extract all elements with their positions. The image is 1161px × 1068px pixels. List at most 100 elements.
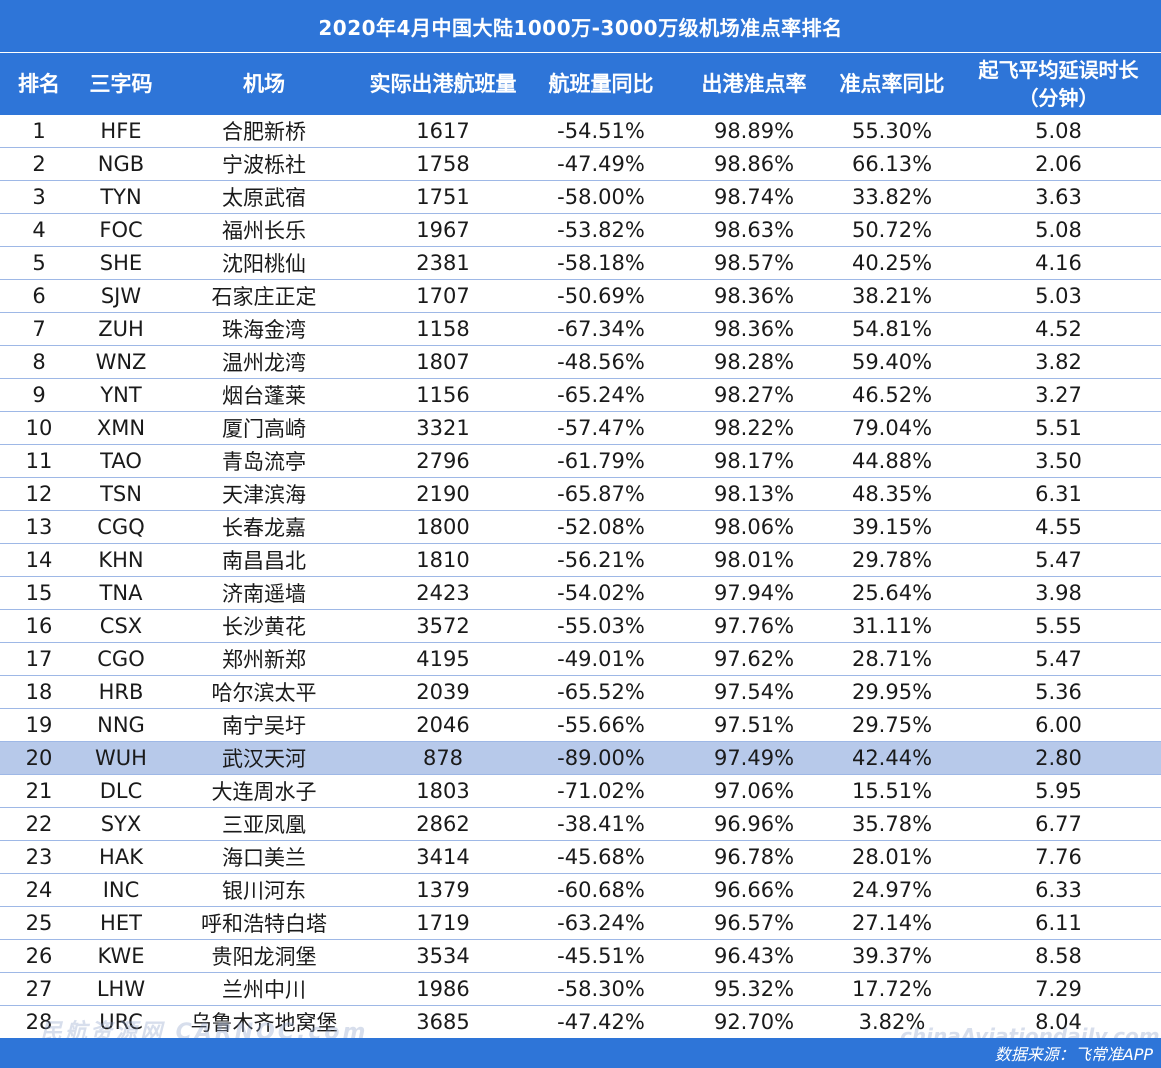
cell-ontime-yoy: 28.01% [851,845,933,869]
cell-ontime-rate: 96.43% [713,944,795,968]
cell-departures: 1719 [416,911,470,935]
header-rank: 排名 [18,72,60,96]
cell-avg-delay: 5.08 [1035,218,1082,242]
cell-avg-delay: 6.00 [1035,713,1082,737]
cell-ontime-rate: 97.94% [713,581,795,605]
cell-avg-delay: 4.52 [1035,317,1082,341]
cell-ontime-rate: 98.17% [713,449,795,473]
cell-rank: 27 [25,977,53,1001]
cell-ontime-yoy: 38.21% [851,284,933,308]
cell-airport: 银川河东 [222,879,306,903]
cell-flights-yoy: -58.30% [557,977,645,1001]
cell-rank: 9 [32,383,46,407]
cell-airport: 烟台蓬莱 [222,384,306,408]
cell-ontime-yoy: 50.72% [851,218,933,242]
cell-flights-yoy: -89.00% [557,746,645,770]
header-ontime-rate: 出港准点率 [701,72,807,96]
cell-airport: 三亚凤凰 [222,813,306,837]
cell-departures: 1617 [416,119,470,143]
cell-flights-yoy: -65.87% [557,482,645,506]
cell-code: LHW [96,977,146,1001]
cell-ontime-rate: 98.57% [713,251,795,275]
header-departures: 实际出港航班量 [369,72,517,96]
cell-avg-delay: 5.36 [1035,680,1082,704]
cell-ontime-yoy: 17.72% [851,977,933,1001]
cell-avg-delay: 5.03 [1035,284,1082,308]
cell-code: NNG [97,713,145,737]
cell-code: KWE [97,944,145,968]
cell-code: SJW [100,284,142,308]
cell-airport: 贵阳龙洞堡 [211,945,317,969]
cell-rank: 22 [25,812,53,836]
cell-avg-delay: 2.06 [1035,152,1082,176]
cell-departures: 1986 [416,977,470,1001]
cell-airport: 武汉天河 [222,747,306,771]
cell-ontime-rate: 98.86% [713,152,795,176]
cell-flights-yoy: -50.69% [557,284,645,308]
cell-avg-delay: 4.16 [1035,251,1082,275]
cell-rank: 3 [32,185,46,209]
header-ontime-yoy: 准点率同比 [839,72,945,96]
cell-departures: 2046 [416,713,470,737]
cell-avg-delay: 8.58 [1035,944,1082,968]
cell-airport: 温州龙湾 [222,351,306,375]
cell-ontime-yoy: 25.64% [851,581,933,605]
cell-rank: 4 [32,218,46,242]
table-row: 25 HET 呼和浩特白塔 1719 -63.24% 96.57% 27.14% 6.11 [0,907,1161,940]
cell-code: FOC [99,218,143,242]
table-title: 2020年4月中国大陆1000万-3000万级机场准点率排名 [0,0,1161,53]
cell-avg-delay: 5.47 [1035,647,1082,671]
cell-rank: 11 [25,449,53,473]
cell-flights-yoy: -47.49% [557,152,645,176]
cell-rank: 28 [25,1010,53,1034]
cell-ontime-rate: 98.89% [713,119,795,143]
cell-rank: 14 [25,548,53,572]
cell-avg-delay: 4.55 [1035,515,1082,539]
cell-flights-yoy: -58.00% [557,185,645,209]
cell-flights-yoy: -55.66% [557,713,645,737]
cell-flights-yoy: -65.24% [557,383,645,407]
cell-ontime-rate: 95.32% [713,977,795,1001]
cell-flights-yoy: -54.51% [557,119,645,143]
cell-ontime-rate: 92.70% [713,1010,795,1034]
cell-airport: 天津滨海 [222,483,306,507]
cell-ontime-rate: 98.13% [713,482,795,506]
table-row: 17 CGO 郑州新郑 4195 -49.01% 97.62% 28.71% 5.47 [0,643,1161,676]
source-text: 数据来源：飞常准APP [994,1045,1153,1064]
cell-rank: 10 [25,416,53,440]
cell-departures: 1810 [416,548,470,572]
cell-ontime-yoy: 15.51% [851,779,933,803]
cell-flights-yoy: -58.18% [557,251,645,275]
cell-avg-delay: 6.31 [1035,482,1082,506]
cell-departures: 2796 [416,449,470,473]
cell-airport: 南昌昌北 [222,549,306,573]
table-row: 28 URC 乌鲁木齐地窝堡 3685 -47.42% 92.70% 3.82% 8.04 [0,1006,1161,1039]
cell-rank: 18 [25,680,53,704]
table-row: 15 TNA 济南遥墙 2423 -54.02% 97.94% 25.64% 3.98 [0,577,1161,610]
cell-rank: 19 [25,713,53,737]
cell-ontime-yoy: 29.78% [851,548,933,572]
cell-rank: 12 [25,482,53,506]
cell-ontime-rate: 98.22% [713,416,795,440]
cell-code: KHN [98,548,144,572]
cell-airport: 兰州中川 [222,978,306,1002]
cell-flights-yoy: -53.82% [557,218,645,242]
cell-avg-delay: 6.77 [1035,812,1082,836]
cell-airport: 郑州新郑 [222,648,306,672]
cell-ontime-yoy: 33.82% [851,185,933,209]
cell-rank: 15 [25,581,53,605]
table-row: 4 FOC 福州长乐 1967 -53.82% 98.63% 50.72% 5.08 [0,214,1161,247]
table-row: 10 XMN 厦门高崎 3321 -57.47% 98.22% 79.04% 5.51 [0,412,1161,445]
cell-code: NGB [97,152,145,176]
cell-airport: 沈阳桃仙 [222,252,306,276]
cell-departures: 2039 [416,680,470,704]
cell-ontime-rate: 98.06% [713,515,795,539]
cell-airport: 合肥新桥 [222,120,306,144]
cell-departures: 2862 [416,812,470,836]
cell-ontime-yoy: 79.04% [851,416,933,440]
cell-departures: 4195 [416,647,470,671]
table-body: 1 HFE 合肥新桥 1617 -54.51% 98.89% 55.30% 5.08 2 NGB 宁… [0,115,1161,1039]
cell-flights-yoy: -38.41% [557,812,645,836]
cell-ontime-rate: 98.36% [713,317,795,341]
header-code: 三字码 [89,72,153,96]
